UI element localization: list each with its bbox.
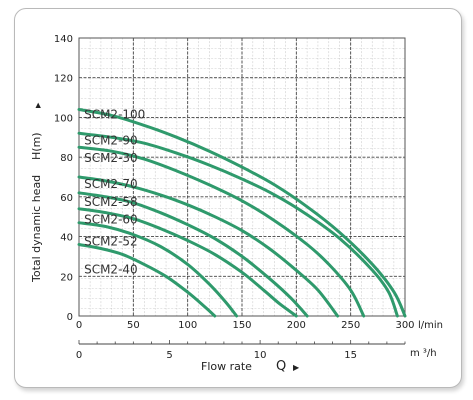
y-tick-label: 0 bbox=[67, 312, 73, 323]
x2-tick-label: 15 bbox=[344, 350, 357, 361]
curve-label: SCM2-70 bbox=[84, 177, 138, 191]
curve-scm2-80 bbox=[77, 145, 366, 318]
x-tick-label: 250 bbox=[341, 320, 360, 331]
y-tick-label: 140 bbox=[54, 34, 73, 45]
x-tick-label: 200 bbox=[287, 320, 306, 331]
x-axis-symbol: Q bbox=[276, 359, 286, 374]
curve-label: SCM2-58 bbox=[84, 195, 138, 209]
curve-label: SCM2-40 bbox=[84, 262, 138, 276]
x-tick-label: 100 bbox=[178, 320, 197, 331]
curve-label: SCM2-90 bbox=[84, 133, 138, 147]
x-axis-title: Flow rate Q ▶ bbox=[201, 359, 300, 374]
curve-scm2-60 bbox=[77, 207, 298, 318]
curve-label: SCM2-30 bbox=[84, 151, 138, 165]
curve-scm2-58 bbox=[77, 191, 309, 318]
x-axis-label: Flow rate bbox=[201, 360, 252, 373]
x-unit-secondary: m ³/h bbox=[410, 348, 437, 359]
performance-curves bbox=[77, 108, 407, 318]
curve-labels: SCM2-100 SCM2-90 SCM2-30 SCM2-70 SCM2-58 SCM2… bbox=[84, 107, 145, 276]
y-axis-label: Total dynamic head bbox=[30, 175, 43, 283]
x-tick-label: 150 bbox=[232, 320, 251, 331]
x-axis-arrow-icon: ▶ bbox=[293, 363, 300, 372]
x2-tick-label: 0 bbox=[76, 350, 82, 361]
y-axis-symbol: H(m) bbox=[30, 132, 43, 160]
curve-label: SCM2-100 bbox=[84, 107, 145, 121]
y-tick-label: 80 bbox=[60, 153, 73, 164]
x-unit-primary: l/min bbox=[418, 320, 443, 331]
axes: 0 20 40 60 80 100 120 140 0 50 100 150 200 250 300 0 5 10… bbox=[54, 34, 415, 361]
curve-label: SCM2-60 bbox=[84, 213, 138, 227]
y-tick-label: 120 bbox=[54, 74, 73, 85]
plot-area bbox=[78, 37, 406, 317]
x2-tick-label: 5 bbox=[166, 350, 172, 361]
curve-label: SCM2-52 bbox=[84, 235, 138, 249]
curve-scm2-100 bbox=[77, 108, 407, 318]
y-axis-arrow-icon: ▶ bbox=[34, 102, 42, 108]
curve-scm2-40 bbox=[77, 243, 217, 318]
y-tick-label: 100 bbox=[54, 113, 73, 124]
y-tick-label: 60 bbox=[60, 193, 73, 204]
x-tick-label: 50 bbox=[127, 320, 140, 331]
y-tick-label: 40 bbox=[60, 233, 73, 244]
curve-scm2-90 bbox=[77, 131, 399, 318]
y-tick-label: 20 bbox=[60, 272, 73, 283]
x-tick-label: 0 bbox=[76, 320, 82, 331]
y-axis-title: Total dynamic head H(m) ▶ bbox=[30, 102, 43, 283]
x-tick-label: 300 bbox=[395, 320, 414, 331]
x2-tick-label: 10 bbox=[254, 350, 267, 361]
curve-scm2-52 bbox=[77, 221, 239, 318]
curve-scm2-70 bbox=[77, 175, 340, 318]
